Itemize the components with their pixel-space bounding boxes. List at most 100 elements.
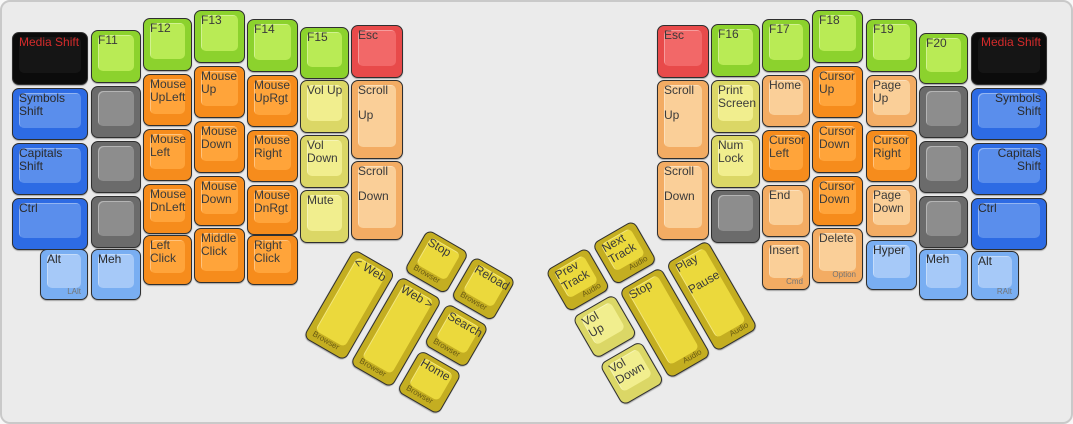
keycap-face	[19, 93, 81, 128]
keycap-face	[201, 126, 238, 161]
keycap-label-top: F18	[819, 13, 840, 27]
key-scroll[interactable]: Scroll Down	[657, 161, 709, 240]
keycap-face	[718, 140, 753, 176]
key-meh[interactable]: Meh	[919, 249, 968, 300]
key-alt[interactable]: Alt RAlt	[971, 251, 1019, 300]
keycap-label-middle: Up	[664, 108, 680, 122]
keycap-label: F20	[926, 37, 962, 50]
key-mouse-dnleft[interactable]: Mouse DnLeft	[143, 184, 192, 234]
keycap-label: Mouse UpRgt	[254, 79, 292, 105]
key-mouse-down[interactable]: Mouse Down	[194, 121, 245, 173]
key-cursor-down[interactable]: Cursor Down	[812, 121, 863, 173]
keycap-label: Vol Down	[607, 347, 650, 387]
keycap-face	[769, 135, 803, 170]
key-vol-up[interactable]: Vol Up	[300, 80, 349, 133]
key-f16[interactable]: F16	[711, 24, 760, 77]
keycap-label-top: Ctrl	[978, 201, 997, 215]
keycap-face	[819, 233, 856, 271]
key-vol-down[interactable]: Vol Down	[300, 135, 349, 188]
key-page-down[interactable]: Page Down	[866, 185, 917, 237]
key-symbols-shift[interactable]: Symbols Shift	[12, 88, 88, 140]
key-f11[interactable]: F11	[91, 30, 141, 83]
key-cursor-left[interactable]: Cursor Left	[762, 130, 810, 182]
keycap-label: Ctrl	[978, 202, 1041, 215]
key-mouse-up[interactable]: Mouse Up	[194, 66, 245, 118]
keycap-face	[769, 24, 803, 60]
key-mute[interactable]: Mute	[300, 190, 349, 243]
keycap-label-top: Scroll	[358, 164, 389, 178]
key-right-click[interactable]: Right Click	[247, 235, 298, 285]
key-f12[interactable]: F12	[143, 18, 192, 71]
key-scroll[interactable]: Scroll Down	[351, 161, 403, 240]
keycap-face	[98, 201, 134, 236]
keycap-label-top: Symbols Shift	[994, 91, 1041, 118]
key-capitals-shift[interactable]: Capitals Shift	[971, 143, 1047, 195]
key-ctrl[interactable]: Ctrl	[12, 198, 88, 250]
keycap-label-top: Capitals Shift	[19, 146, 63, 173]
key-mouse-left[interactable]: Mouse Left	[143, 129, 192, 181]
key-f20[interactable]: F20	[919, 33, 968, 84]
key-print-screen[interactable]: Print Screen	[711, 80, 760, 133]
key-ctrl[interactable]: Ctrl	[971, 198, 1047, 250]
keycap-label: Mouse DnLeft	[150, 188, 186, 214]
keycap-label-top: F15	[307, 30, 328, 44]
key-left-click[interactable]: Left Click	[143, 235, 192, 285]
key-media-shift[interactable]: Media Shift	[971, 32, 1047, 85]
keycap-label-top: Page Up	[873, 78, 902, 105]
key-end[interactable]: End	[762, 185, 810, 237]
key-hyper[interactable]: Hyper	[866, 240, 917, 290]
key-f13[interactable]: F13	[194, 10, 245, 63]
key-symbols-shift[interactable]: Symbols Shift	[971, 88, 1047, 140]
key-middle-click[interactable]: Middle Click	[194, 228, 245, 283]
key-mouse-down[interactable]: Mouse Down	[194, 176, 245, 226]
keycap-label: Scroll Up	[664, 84, 703, 122]
keycap-label: Num Lock	[718, 139, 754, 165]
key-capitals-shift[interactable]: Capitals Shift	[12, 143, 88, 195]
keycap-face	[358, 166, 396, 228]
key-esc[interactable]: Esc	[657, 25, 709, 78]
key-f18[interactable]: F18	[812, 10, 863, 63]
key-mouse-upleft[interactable]: Mouse UpLeft	[143, 74, 192, 126]
keycap-label-top: Mouse Right	[254, 133, 291, 160]
keycap-label: Media Shift	[978, 36, 1041, 49]
key-blank[interactable]	[91, 196, 141, 248]
key-blank[interactable]	[919, 86, 968, 138]
key-scroll[interactable]: Scroll Up	[351, 80, 403, 159]
key-blank[interactable]	[919, 141, 968, 193]
keycap-face	[307, 140, 342, 176]
key-esc[interactable]: Esc	[351, 25, 403, 78]
key-blank[interactable]	[91, 141, 141, 193]
keycap-label-top: Vol Up	[307, 83, 343, 97]
key-page-up[interactable]: Page Up	[866, 75, 917, 127]
key-f19[interactable]: F19	[866, 19, 917, 72]
key-blank[interactable]	[919, 196, 968, 248]
keycap-label-top: Mouse Down	[201, 124, 238, 151]
key-mouse-uprgt[interactable]: Mouse UpRgt	[247, 75, 298, 127]
key-f17[interactable]: F17	[762, 19, 810, 72]
key-cursor-right[interactable]: Cursor Right	[866, 130, 917, 182]
keycap-label-top: Capitals Shift	[997, 146, 1041, 173]
key-f14[interactable]: F14	[247, 19, 298, 72]
key-cursor-up[interactable]: Cursor Up	[812, 66, 863, 118]
key-blank[interactable]	[91, 86, 141, 138]
keycap-label-top: Cursor Down	[819, 124, 856, 151]
key-meh[interactable]: Meh	[91, 249, 141, 300]
keycap-label-middle: Down	[358, 189, 389, 203]
key-scroll[interactable]: Scroll Up	[657, 80, 709, 159]
key-f15[interactable]: F15	[300, 27, 349, 79]
keycap-face	[254, 135, 291, 170]
key-media-shift[interactable]: Media Shift	[12, 32, 88, 85]
keycap-face	[201, 233, 238, 271]
key-mouse-dnrgt[interactable]: Mouse DnRgt	[247, 185, 298, 235]
key-insert[interactable]: Insert Cmd	[762, 240, 810, 290]
key-home[interactable]: Home	[762, 75, 810, 127]
key-cursor-down[interactable]: Cursor Down	[812, 176, 863, 226]
key-delete[interactable]: Delete Option	[812, 228, 863, 283]
key-mouse-right[interactable]: Mouse Right	[247, 130, 298, 182]
key-num-lock[interactable]: Num Lock	[711, 135, 760, 188]
key-alt[interactable]: Alt LAlt	[40, 249, 88, 300]
keycap-label-top: Mouse UpLeft	[150, 77, 187, 104]
keycap-label: Page Down	[873, 189, 911, 215]
key-blank[interactable]	[711, 190, 760, 243]
